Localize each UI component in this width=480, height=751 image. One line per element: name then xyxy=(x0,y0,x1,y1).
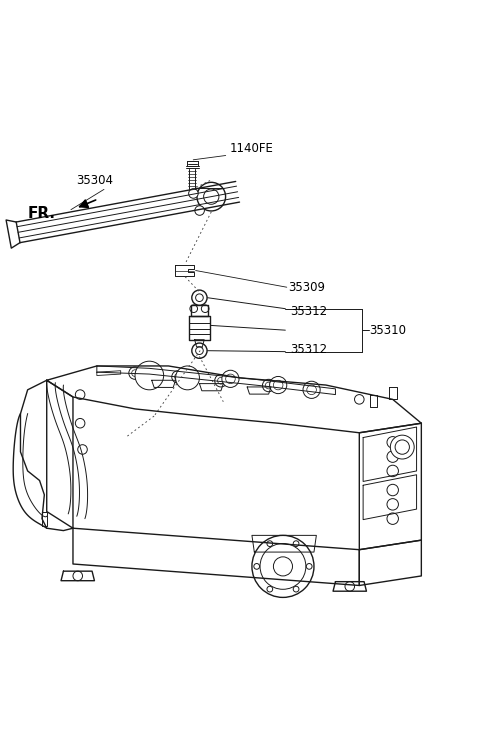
Circle shape xyxy=(192,290,207,306)
Circle shape xyxy=(293,541,299,547)
Circle shape xyxy=(226,374,235,384)
Circle shape xyxy=(172,371,184,383)
Circle shape xyxy=(192,343,207,358)
Circle shape xyxy=(189,189,198,198)
Circle shape xyxy=(201,305,209,312)
Circle shape xyxy=(129,367,141,379)
Text: 1140FE: 1140FE xyxy=(229,141,274,155)
Circle shape xyxy=(387,465,398,477)
Text: 35312: 35312 xyxy=(290,305,327,318)
Circle shape xyxy=(274,556,292,576)
Circle shape xyxy=(306,563,312,569)
Text: FR.: FR. xyxy=(28,206,56,221)
Circle shape xyxy=(217,378,224,384)
Circle shape xyxy=(387,484,398,496)
Circle shape xyxy=(75,390,85,400)
Circle shape xyxy=(73,572,83,581)
Circle shape xyxy=(260,544,306,590)
Circle shape xyxy=(395,440,409,454)
Circle shape xyxy=(390,435,414,459)
Circle shape xyxy=(196,347,203,354)
Circle shape xyxy=(270,376,287,394)
Circle shape xyxy=(132,369,138,376)
Circle shape xyxy=(303,382,320,399)
Circle shape xyxy=(176,366,199,390)
Circle shape xyxy=(387,499,398,510)
Circle shape xyxy=(387,451,398,463)
Circle shape xyxy=(78,445,87,454)
Circle shape xyxy=(204,189,219,204)
Text: 35312: 35312 xyxy=(290,342,327,356)
Circle shape xyxy=(252,535,314,597)
Circle shape xyxy=(197,182,226,211)
Circle shape xyxy=(254,563,260,569)
Text: 35309: 35309 xyxy=(288,281,325,294)
Circle shape xyxy=(387,513,398,524)
Circle shape xyxy=(196,294,203,302)
Circle shape xyxy=(267,587,273,592)
Circle shape xyxy=(265,382,272,389)
Circle shape xyxy=(135,361,164,390)
Circle shape xyxy=(175,373,181,380)
Circle shape xyxy=(267,541,273,547)
Circle shape xyxy=(190,305,198,312)
Circle shape xyxy=(195,206,204,216)
Circle shape xyxy=(355,394,364,404)
Text: 35304: 35304 xyxy=(76,174,113,187)
Circle shape xyxy=(345,582,355,591)
Circle shape xyxy=(215,375,227,387)
Circle shape xyxy=(263,379,275,392)
Circle shape xyxy=(222,370,239,388)
Circle shape xyxy=(307,385,316,394)
Circle shape xyxy=(293,587,299,592)
Circle shape xyxy=(75,418,85,428)
Circle shape xyxy=(274,380,283,390)
Text: 35310: 35310 xyxy=(369,324,406,336)
Circle shape xyxy=(387,436,398,448)
